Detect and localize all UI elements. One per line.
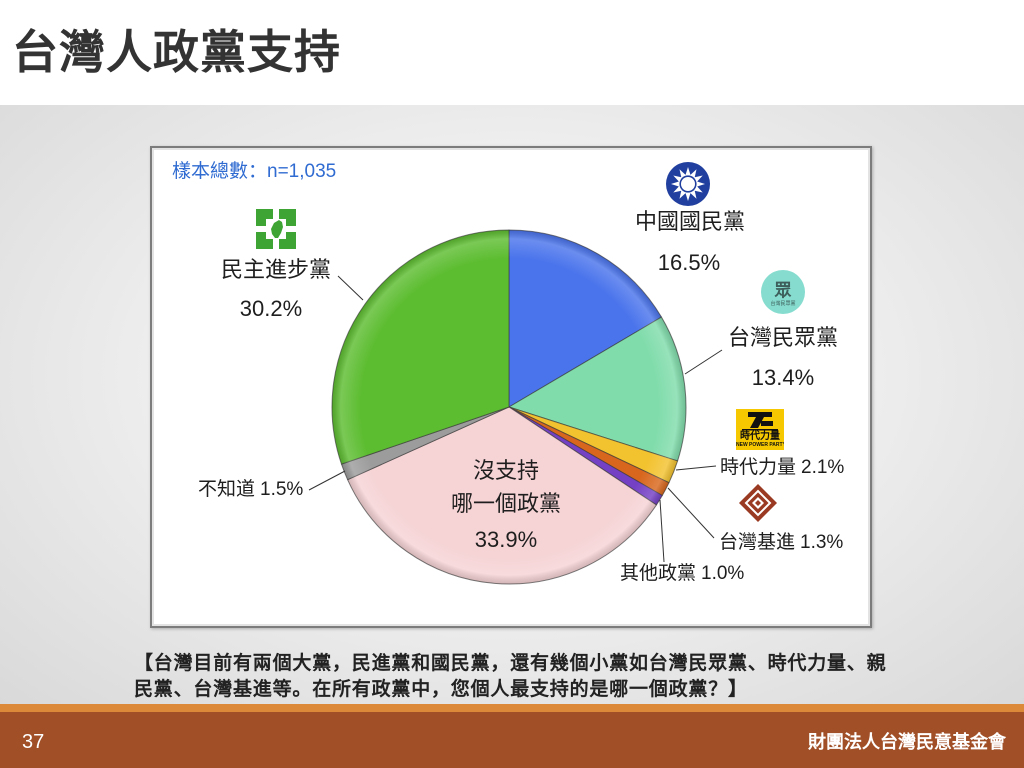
- tpp-logo-glyph: 眾: [774, 281, 792, 300]
- data-label-npp: 時代力量 2.1%: [720, 455, 844, 481]
- data-label-dpp-name: 民主進步黨: [220, 257, 331, 282]
- data-label-kmt-name: 中國國民黨: [634, 209, 745, 234]
- data-label-tsp-value: 1.3%: [800, 532, 844, 553]
- leader-line-tsp: [667, 487, 715, 539]
- leader-line-dpp: [337, 275, 364, 301]
- tsp-diamond-logo-icon: [739, 484, 777, 522]
- data-label-tpp-name: 台灣民眾黨: [727, 325, 838, 350]
- npp-logo-english: NEW POWER PARTY: [736, 442, 784, 448]
- data-label-no-party-value: 33.9%: [474, 527, 538, 552]
- dpp-logo-icon: [256, 209, 296, 249]
- leader-line-other-parties: [659, 499, 665, 563]
- data-label-dont-know-name: 不知道: [198, 479, 256, 500]
- data-label-tsp: 台灣基進 1.3%: [719, 530, 843, 556]
- data-label-kmt-value: 16.5%: [657, 250, 721, 275]
- leader-line-dont-know: [308, 470, 346, 491]
- npp-logo-icon: 時代力量 NEW POWER PARTY: [736, 409, 784, 450]
- data-label-dpp-value: 30.2%: [239, 296, 303, 321]
- data-label-tpp-value: 13.4%: [751, 365, 815, 390]
- data-label-dont-know-value: 1.5%: [260, 479, 304, 500]
- leader-line-npp: [675, 465, 717, 471]
- data-label-no-party-line2: 哪一個政黨: [450, 491, 561, 516]
- sample-size-note: 樣本總數：n=1,035: [172, 161, 337, 182]
- data-label-dont-know: 不知道 1.5%: [198, 477, 303, 503]
- page-number: 37: [22, 731, 45, 753]
- data-label-other-parties-value: 1.0%: [701, 563, 745, 584]
- leader-line-tpp: [684, 349, 723, 375]
- survey-question-line2: 民黨、台灣基進等。在所有政黨中，您個人最支持的是哪一個政黨？】: [134, 679, 748, 700]
- organization-name: 財團法人台灣民意基金會: [808, 732, 1006, 752]
- survey-question-line1: 【台灣目前有兩個大黨，民進黨和國民黨，還有幾個小黨如台灣民眾黨、時代力量、親: [134, 653, 887, 674]
- tpp-logo-caption: 台灣民眾黨: [770, 300, 795, 307]
- tpp-logo-icon: 眾 台灣民眾黨: [761, 270, 805, 314]
- npp-logo-name: 時代力量: [740, 431, 780, 442]
- data-label-other-parties: 其他政黨 1.0%: [620, 561, 744, 587]
- slide-title: 台灣人政黨支持: [12, 26, 341, 78]
- pie-shading: [332, 230, 686, 584]
- data-label-tsp-name: 台灣基進: [719, 532, 796, 553]
- data-label-other-parties-name: 其他政黨: [620, 563, 697, 584]
- data-label-no-party-line1: 沒支持: [472, 458, 539, 483]
- data-label-npp-value: 2.1%: [801, 457, 845, 478]
- footer-bar: [0, 712, 1024, 768]
- npp-mark-icon: [742, 412, 778, 431]
- data-label-npp-name: 時代力量: [720, 457, 797, 478]
- kmt-blue-sky-white-sun-icon: [666, 162, 710, 206]
- footer-stripe: [0, 704, 1024, 712]
